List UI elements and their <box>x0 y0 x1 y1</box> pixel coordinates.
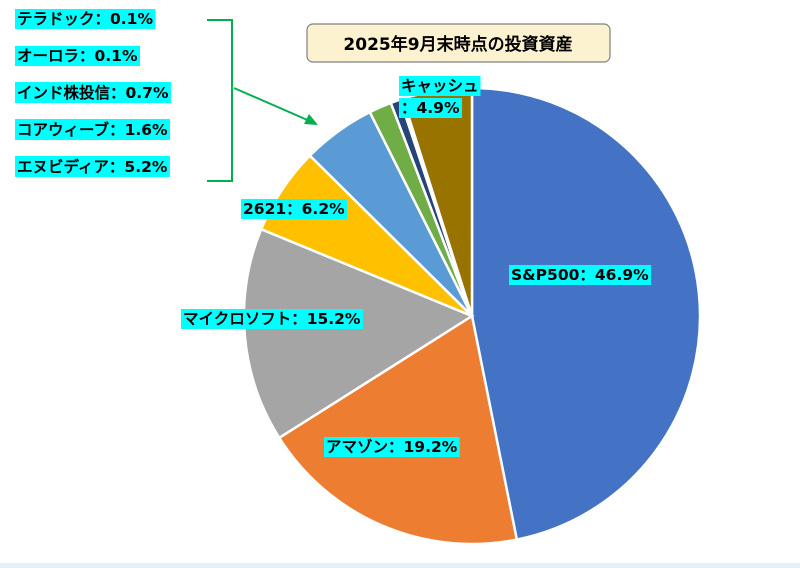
slice-label-6: インド株投信：0.7% <box>15 82 171 103</box>
chart-title: 2025年9月末時点の投資資産 <box>306 23 611 63</box>
slice-label-text: S&P500：46.9% <box>511 266 649 284</box>
slice-label-background <box>509 265 652 285</box>
slice-label-background <box>15 156 170 177</box>
chart-title-text: 2025年9月末時点の投資資産 <box>343 34 572 55</box>
slice-label-text: キャッシュ <box>401 77 479 95</box>
slice-label-3: 2621：6.2% <box>241 199 348 219</box>
slice-label-background <box>241 199 348 219</box>
slice-label-text: 2621：6.2% <box>243 200 345 218</box>
legend-bracket <box>207 19 318 182</box>
slice-label-background <box>324 437 460 457</box>
pie-slice-1 <box>277 313 519 546</box>
slice-label-background <box>15 9 156 29</box>
slice-label-9: キャッシュ ：4.9% <box>399 76 481 118</box>
slice-label-text: ：4.9% <box>401 99 460 117</box>
slice-label-text: アマゾン：19.2% <box>326 438 458 456</box>
slice-label-background <box>15 119 171 140</box>
bottom-strip <box>0 563 800 568</box>
slice-label-5: コアウィーブ：1.6% <box>15 119 171 140</box>
slice-label-text: コアウィーブ：1.6% <box>17 120 168 139</box>
slice-label-background <box>399 98 462 118</box>
slice-label-4: エヌビディア：5.2% <box>15 156 170 177</box>
slice-label-text: エヌビディア：5.2% <box>17 157 168 176</box>
pie-slice-2 <box>242 227 475 440</box>
chart-title-box <box>306 23 611 63</box>
slice-label-text: オーロラ：0.1% <box>17 47 138 65</box>
pie-slices <box>242 86 702 546</box>
slice-labels: S&P500：46.9% アマゾン：19.2% マイクロソフト：15.2% 2621：… <box>15 9 652 457</box>
slice-label-background <box>399 76 481 96</box>
slice-label-background <box>181 309 363 329</box>
slice-label-7: オーロラ：0.1% <box>15 46 140 66</box>
slice-label-text: インド株投信：0.7% <box>17 83 169 102</box>
slice-label-0: S&P500：46.9% <box>509 265 652 285</box>
slice-label-8: テラドック：0.1% <box>15 9 156 29</box>
slice-label-text: マイクロソフト：15.2% <box>183 310 361 328</box>
grouping-bracket <box>207 19 233 182</box>
slice-label-background <box>15 82 171 103</box>
pie-slice-0 <box>470 86 702 542</box>
slice-label-2: マイクロソフト：15.2% <box>181 309 363 329</box>
grouping-arrow <box>233 87 313 123</box>
slice-label-text: テラドック：0.1% <box>17 10 153 28</box>
slice-label-background <box>15 46 140 66</box>
slice-label-1: アマゾン：19.2% <box>324 437 460 457</box>
grouping-arrow-head <box>304 114 318 125</box>
